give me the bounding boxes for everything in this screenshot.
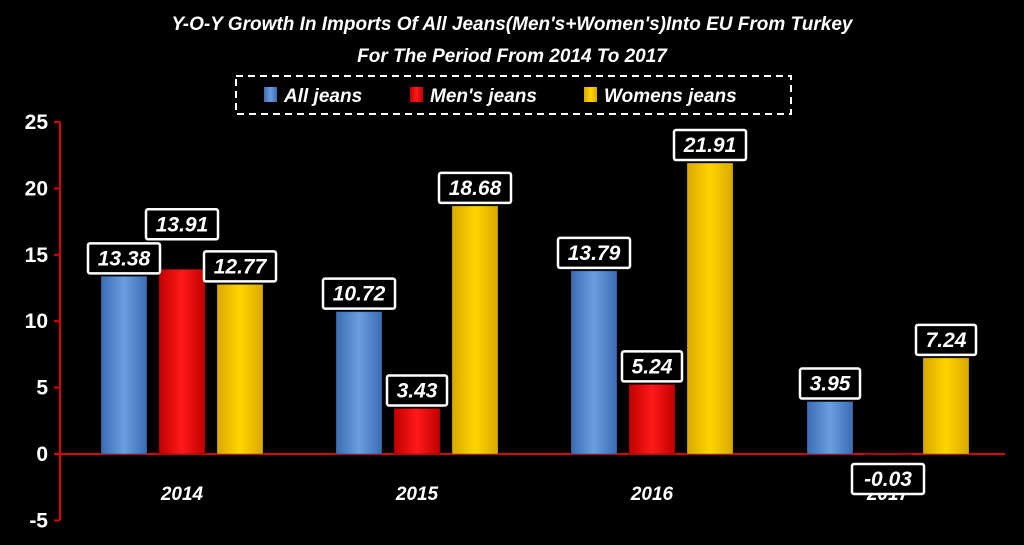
data-label-text: 7.24 <box>926 329 967 352</box>
y-tick-label: 20 <box>25 177 48 200</box>
data-label-text: 13.79 <box>568 242 621 265</box>
x-category-label: 2014 <box>160 484 204 505</box>
data-label-2014: 13.38 <box>86 242 162 275</box>
data-label-2016: 21.91 <box>672 128 748 162</box>
data-label-text: 5.24 <box>632 355 673 378</box>
x-category-label: 2016 <box>630 484 674 505</box>
legend-swatch-men-s-jeans <box>410 87 423 102</box>
data-label-text: 3.95 <box>810 373 851 396</box>
bar-men-s-jeans-2014 <box>158 268 206 455</box>
data-label-box <box>672 128 748 162</box>
y-tick-label: 25 <box>25 111 49 134</box>
data-label-text: 13.91 <box>156 213 209 236</box>
data-label-box <box>556 236 632 270</box>
data-label-text: 3.43 <box>397 379 438 402</box>
data-label-box <box>850 462 926 496</box>
data-label-2017: 7.24 <box>914 323 978 357</box>
data-label-2016: 5.24 <box>620 350 684 383</box>
data-label-text: 21.91 <box>683 134 737 157</box>
data-label-box <box>914 323 978 357</box>
data-label-text: 10.72 <box>333 283 386 306</box>
data-label-2016: 13.79 <box>556 236 632 270</box>
y-tick-label: 15 <box>25 244 49 267</box>
bars <box>100 162 970 456</box>
bar-all-jeans-2014 <box>100 275 148 455</box>
data-label-2015: 3.43 <box>385 374 449 407</box>
bar-womens-jeans-2016 <box>686 162 734 455</box>
data-label-2015: 18.68 <box>437 171 513 205</box>
data-label-box <box>144 208 220 241</box>
bar-womens-jeans-2015 <box>451 205 499 455</box>
bar-all-jeans-2017 <box>806 401 854 455</box>
data-label-box <box>86 242 162 275</box>
chart-title-line2: For The Period From 2014 To 2017 <box>357 46 668 67</box>
data-label-text: -0.03 <box>864 468 912 491</box>
chart-title-line1: Y-O-Y Growth In Imports Of All Jeans(Men… <box>172 14 854 35</box>
data-label-2017: 3.95 <box>798 367 862 400</box>
bar-all-jeans-2016 <box>570 270 618 455</box>
data-label-text: 13.38 <box>98 247 151 270</box>
data-label-text: 12.77 <box>214 255 268 278</box>
y-tick-label: 10 <box>25 310 48 333</box>
x-category-label: 2015 <box>395 484 439 505</box>
bar-all-jeans-2015 <box>335 311 383 455</box>
legend: All jeans Men's jeans Womens jeans <box>235 75 792 115</box>
category-labels: 2014201520162017 <box>160 484 911 505</box>
bar-womens-jeans-2017 <box>922 357 970 455</box>
data-label-text: 18.68 <box>449 177 502 200</box>
y-tick-label: 0 <box>36 443 48 466</box>
data-label-2015: 10.72 <box>321 277 397 310</box>
bar-womens-jeans-2014 <box>216 283 264 455</box>
legend-border <box>235 75 792 115</box>
data-label-box <box>437 171 513 205</box>
data-label-2014: 12.77 <box>202 250 278 283</box>
bar-men-s-jeans-2017 <box>864 453 912 456</box>
data-label-box <box>321 277 397 310</box>
data-label-2014: 13.91 <box>144 208 220 241</box>
y-tick-label: 5 <box>36 377 48 400</box>
data-label-box <box>620 350 684 383</box>
y-tick-label: -5 <box>29 509 48 532</box>
data-label-2017: -0.03 <box>850 462 926 496</box>
data-label-box <box>202 250 278 283</box>
legend-swatch-all-jeans <box>264 87 277 102</box>
data-label-box <box>798 367 862 400</box>
legend-swatch-womens-jeans <box>584 87 597 102</box>
legend-label: Womens jeans <box>604 86 737 107</box>
legend-label: All jeans <box>283 86 362 107</box>
bar-men-s-jeans-2015 <box>393 407 441 455</box>
data-label-box <box>385 374 449 407</box>
bar-men-s-jeans-2016 <box>628 383 676 455</box>
legend-label: Men's jeans <box>430 86 537 107</box>
